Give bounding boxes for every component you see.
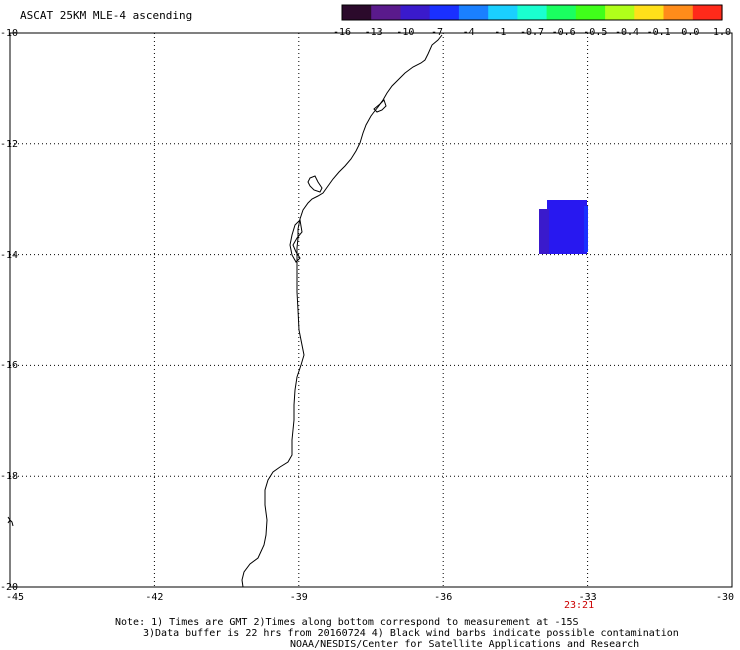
colorbar-tick-label: -0.7 xyxy=(519,27,545,38)
note-line-2: 3)Data buffer is 22 hrs from 20160724 4)… xyxy=(143,628,679,639)
colorbar-tick-label: -4 xyxy=(462,27,475,38)
colorbar-segment xyxy=(692,5,723,20)
swath-block-edge xyxy=(584,206,588,252)
colorbar-tick-label: -10 xyxy=(396,27,415,38)
swath-time-label: 23:21 xyxy=(564,600,595,611)
colorbar-tick-label: -1 xyxy=(494,27,507,38)
coastline xyxy=(7,34,443,588)
note-line-1: Note: 1) Times are GMT 2)Times along bot… xyxy=(115,617,579,628)
colorbar-tick-label: -16 xyxy=(332,27,352,38)
lon-tick-label: -36 xyxy=(434,592,453,603)
map-title: ASCAT 25KM MLE-4 ascending xyxy=(20,9,193,22)
coastline-main xyxy=(241,34,443,588)
lat-tick-label: -20 xyxy=(0,582,18,593)
colorbar-tick-label: -0.5 xyxy=(583,27,608,38)
colorbar-segment xyxy=(634,5,665,20)
colorbar-tick-label: -0.4 xyxy=(614,27,640,38)
colorbar-segment xyxy=(605,5,635,20)
colorbar-tick-label: -7 xyxy=(430,27,444,38)
lat-tick-label: -14 xyxy=(0,249,18,261)
lon-tick-label: -30 xyxy=(715,592,735,603)
colorbar-segment xyxy=(663,5,694,20)
island-mark xyxy=(7,516,14,527)
lon-tick-label: -42 xyxy=(145,592,164,603)
colorbar-tick-label: 1.0 xyxy=(712,27,732,38)
colorbar-segment xyxy=(546,5,577,20)
lat-tick-label: -12 xyxy=(0,138,18,150)
map-frame xyxy=(9,32,733,588)
colorbar-border xyxy=(341,4,723,21)
wind-data-swath xyxy=(539,200,588,254)
colorbar-segment xyxy=(429,5,460,20)
colorbar-tick-label: -0.1 xyxy=(646,27,671,38)
colorbar-tick-label: -0.6 xyxy=(551,27,576,38)
graticule xyxy=(10,33,732,587)
lat-tick-label: -18 xyxy=(0,471,18,483)
lon-tick-label: -39 xyxy=(289,592,308,603)
colorbar-tick-label: -13 xyxy=(364,27,383,38)
colorbar-segment xyxy=(575,5,606,20)
colorbar-segment xyxy=(488,5,518,20)
coastline-bay xyxy=(307,175,323,193)
colorbar-segment xyxy=(371,5,401,20)
colorbar xyxy=(341,4,723,21)
colorbar-segment xyxy=(458,5,489,20)
colorbar-segment xyxy=(517,5,548,20)
colorbar-tick-label: 0.0 xyxy=(681,27,700,38)
colorbar-segment xyxy=(342,5,372,20)
colorbar-segment xyxy=(400,5,431,20)
lat-tick-label: -16 xyxy=(0,360,18,372)
coastline-inlet xyxy=(373,99,387,113)
note-line-3: NOAA/NESDIS/Center for Satellite Applica… xyxy=(290,639,640,650)
lon-tick-label: -45 xyxy=(5,592,25,603)
swath-block-main xyxy=(547,200,587,254)
lat-tick-label: -10 xyxy=(0,28,18,39)
lon-tick-label: -33 xyxy=(578,592,597,603)
swath-block-left xyxy=(539,209,549,254)
coastline-estuary xyxy=(289,218,303,263)
